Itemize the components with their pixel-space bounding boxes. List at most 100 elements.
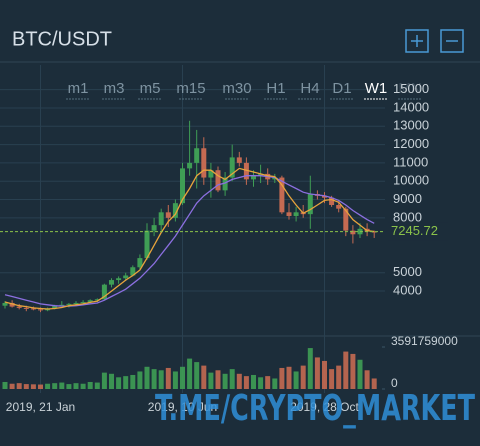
volume-bar (87, 381, 93, 389)
candle-body (123, 275, 129, 279)
candle-body (130, 267, 136, 276)
candle-body (180, 168, 185, 204)
volume-bar (94, 382, 100, 389)
candle (251, 170, 256, 187)
volume-bar (9, 383, 15, 389)
candle (137, 254, 143, 270)
price-pane (0, 120, 385, 313)
volume-bar (307, 348, 313, 389)
timeframe-tab[interactable]: W1 (364, 80, 388, 100)
candle (194, 129, 200, 189)
watermark: T.ME/CRYPTO_MARKET (155, 388, 475, 429)
volume-bar (322, 360, 327, 389)
volume-bar (109, 373, 114, 389)
volume-bar (343, 351, 349, 389)
candle-body (187, 162, 193, 169)
candle-body (208, 170, 214, 178)
candle (236, 151, 242, 167)
volume-bar (194, 362, 200, 389)
candle-body (329, 197, 335, 205)
timeframe-tab[interactable]: D1 (330, 80, 354, 100)
candle (165, 205, 171, 227)
zoom-in-button[interactable] (405, 29, 429, 53)
candle-body (52, 305, 58, 309)
candle-body (73, 302, 79, 304)
y-tick-label: 15000 (393, 81, 429, 96)
volume-bar (180, 366, 185, 389)
x-tick-label: 2019, 21 Jan (6, 400, 75, 414)
y-tick-label: 13000 (393, 118, 429, 133)
candle-body (2, 302, 8, 306)
timeframe-tab[interactable]: MN (398, 80, 422, 100)
candle-body (16, 306, 22, 308)
volume-bar (101, 372, 107, 389)
volume-bar (30, 384, 36, 389)
volume-bar (130, 374, 136, 389)
last-price-label: 7245.72 (391, 223, 438, 238)
timeframe-tab[interactable]: m5 (138, 80, 162, 100)
zoom-out-button[interactable] (440, 29, 464, 53)
timeframe-tab[interactable]: m1 (66, 80, 90, 100)
timeframe-tab[interactable]: m3 (102, 80, 126, 100)
timeframe-label: m3 (104, 80, 125, 97)
candle (187, 120, 193, 176)
candle (307, 175, 313, 229)
candle (109, 278, 114, 288)
volume-bar (80, 383, 86, 389)
candle-body (23, 307, 29, 309)
candle (272, 173, 278, 184)
candle (371, 230, 377, 238)
candle-body (215, 170, 221, 191)
candle (293, 206, 299, 222)
candle (172, 199, 178, 222)
timeframe-tab[interactable]: H1 (264, 80, 288, 100)
candle-body (350, 230, 356, 235)
candle (350, 225, 356, 244)
candle (229, 144, 235, 182)
timeframe-label: D1 (332, 80, 351, 97)
volume-bar (229, 369, 235, 389)
volume-bar (187, 358, 193, 389)
timeframe-tab[interactable]: H4 (298, 80, 322, 100)
candle-body (243, 162, 249, 180)
candle (243, 157, 249, 185)
candle (16, 303, 22, 310)
candle-body (272, 177, 278, 180)
candle-body (116, 278, 122, 281)
candle-body (172, 203, 178, 218)
y-tick-label: 5000 (393, 264, 422, 279)
candle-body (307, 194, 313, 215)
timeframe-label: m30 (222, 80, 251, 97)
candle-body (236, 157, 242, 163)
volume-bar (2, 381, 8, 389)
volume-bar (52, 383, 58, 389)
y-tick-label: 14000 (393, 99, 429, 114)
volume-bar (16, 383, 22, 389)
volume-bar (265, 376, 271, 389)
volume-bar (371, 378, 377, 389)
volume-bar (38, 384, 43, 389)
candle-body (94, 299, 100, 301)
candle-body (293, 212, 299, 216)
candle-body (229, 157, 235, 178)
volume-bar (364, 370, 370, 389)
candle-body (101, 284, 107, 300)
volume-bar (251, 374, 256, 389)
candle-body (279, 177, 285, 213)
timeframe-tab[interactable]: m15 (176, 80, 206, 100)
timeframe-tab[interactable]: m30 (222, 80, 252, 100)
candle-body (109, 280, 114, 285)
last-price-bg (388, 222, 448, 241)
timeframe-label: m5 (140, 80, 161, 97)
candle-body (158, 212, 164, 226)
candle (116, 276, 122, 284)
x-tick-label: 2019, 10 Jun (148, 400, 217, 414)
volume-bar (350, 353, 356, 389)
x-tick-label: 2019, 28 Oct (290, 400, 359, 414)
moving-average (4, 167, 375, 310)
volume-bar (66, 384, 72, 389)
volume-bar (222, 373, 228, 389)
volume-bar (272, 378, 278, 389)
candle-body (165, 212, 171, 218)
volume-bar (243, 376, 249, 389)
